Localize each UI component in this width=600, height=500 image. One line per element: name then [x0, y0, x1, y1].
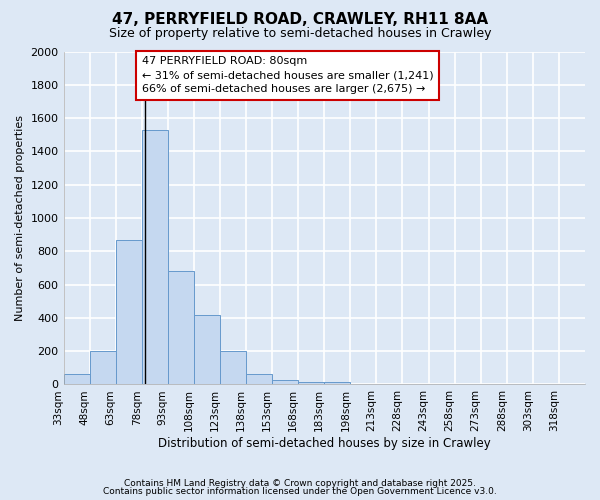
Text: Contains public sector information licensed under the Open Government Licence v3: Contains public sector information licen…: [103, 488, 497, 496]
Bar: [298, 382, 324, 384]
Bar: [272, 380, 298, 384]
Bar: [194, 314, 220, 384]
Bar: [89, 351, 116, 384]
Text: Size of property relative to semi-detached houses in Crawley: Size of property relative to semi-detach…: [109, 28, 491, 40]
Bar: [116, 240, 142, 384]
Text: 47, PERRYFIELD ROAD, CRAWLEY, RH11 8AA: 47, PERRYFIELD ROAD, CRAWLEY, RH11 8AA: [112, 12, 488, 28]
Text: Contains HM Land Registry data © Crown copyright and database right 2025.: Contains HM Land Registry data © Crown c…: [124, 478, 476, 488]
Y-axis label: Number of semi-detached properties: Number of semi-detached properties: [15, 115, 25, 321]
X-axis label: Distribution of semi-detached houses by size in Crawley: Distribution of semi-detached houses by …: [158, 437, 491, 450]
Bar: [246, 374, 272, 384]
Bar: [142, 130, 168, 384]
Bar: [324, 382, 350, 384]
Bar: [220, 351, 246, 384]
Text: 47 PERRYFIELD ROAD: 80sqm
← 31% of semi-detached houses are smaller (1,241)
66% : 47 PERRYFIELD ROAD: 80sqm ← 31% of semi-…: [142, 56, 433, 94]
Bar: [64, 374, 89, 384]
Bar: [168, 272, 194, 384]
